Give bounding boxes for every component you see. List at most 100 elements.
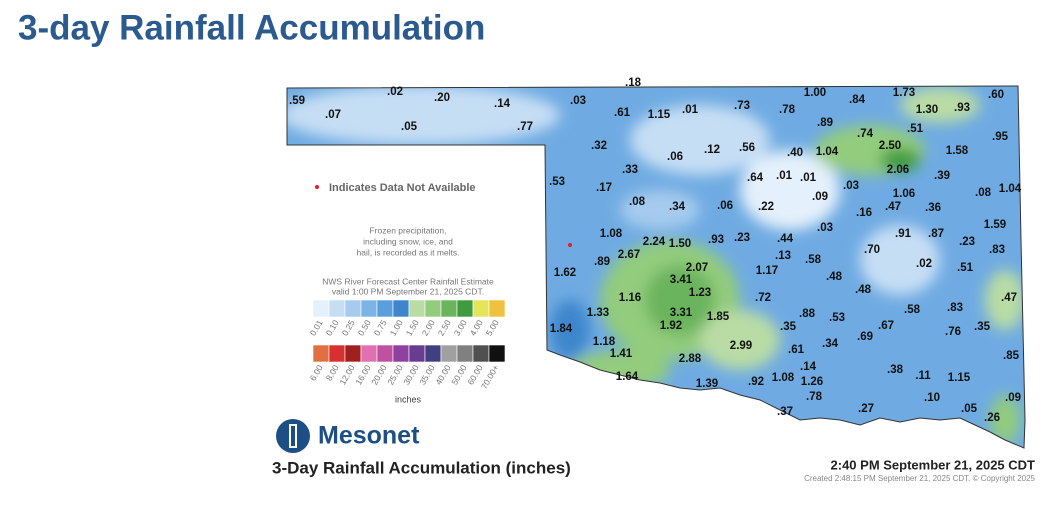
station-value: .36 xyxy=(925,202,941,214)
station-value: .77 xyxy=(517,121,533,133)
legend-label: 4.00 xyxy=(468,318,485,338)
station-value: .51 xyxy=(957,262,974,274)
station-value: .35 xyxy=(780,321,797,333)
station-value: .01 xyxy=(800,172,817,184)
station-value: .48 xyxy=(855,284,872,296)
station-value: 1.50 xyxy=(669,238,691,250)
legend-label: 1.00 xyxy=(388,318,405,338)
station-value: .93 xyxy=(954,102,970,114)
station-value: 1.08 xyxy=(600,228,623,240)
station-value: 2.88 xyxy=(679,353,702,365)
station-value: .08 xyxy=(975,187,992,199)
legend-swatch xyxy=(328,299,346,318)
station-value: .27 xyxy=(858,403,874,415)
station-value: .59 xyxy=(289,95,305,107)
station-value: 1.41 xyxy=(610,348,633,360)
legend-swatch xyxy=(408,299,426,318)
station-value: .18 xyxy=(625,77,642,89)
station-value: .11 xyxy=(915,370,931,382)
station-value: .47 xyxy=(1001,292,1017,304)
station-value: .07 xyxy=(325,109,341,121)
station-value: 1.04 xyxy=(816,146,839,158)
station-value: .64 xyxy=(747,172,764,184)
station-value: .09 xyxy=(812,191,828,203)
station-value: .20 xyxy=(434,92,450,104)
legend-swatch xyxy=(488,299,506,318)
estimate-line: valid 1:00 PM September 21, 2025 CDT. xyxy=(332,286,484,296)
legend-label: 0.75 xyxy=(372,318,389,338)
legend-swatch xyxy=(344,299,362,318)
legend-swatch xyxy=(312,344,330,363)
legend-label: 16.00 xyxy=(353,363,372,387)
station-value: 1.58 xyxy=(946,145,969,157)
station-value: .84 xyxy=(849,94,866,106)
frozen-line: Frozen precipitation, xyxy=(369,225,446,235)
legend-swatch xyxy=(376,344,394,363)
station-value: .78 xyxy=(779,104,796,116)
legend-label: 40.00 xyxy=(433,363,452,387)
station-value: .13 xyxy=(775,250,791,262)
brand: Mesonet xyxy=(318,422,420,450)
station-value: .26 xyxy=(984,412,1000,424)
station-value: .89 xyxy=(594,256,610,268)
frozen-note: Frozen precipitation,including snow, ice… xyxy=(357,225,460,257)
station-value: .67 xyxy=(878,320,894,332)
station-value: 2.07 xyxy=(686,262,708,274)
station-value: .48 xyxy=(826,271,843,283)
station-value: .78 xyxy=(806,391,823,403)
legend-scales: 0.01 0.10 0.25 0.50 0.75 1.00 1.50 2.00 2.50 3.00… xyxy=(308,299,506,391)
station-value: .47 xyxy=(885,201,901,213)
legend-label: 25.00 xyxy=(385,363,404,387)
station-value: .61 xyxy=(788,344,805,356)
station-value: .83 xyxy=(989,244,1005,256)
station-value: .95 xyxy=(992,131,1009,143)
legend-swatch xyxy=(472,344,490,363)
station-value: 1.39 xyxy=(696,378,718,390)
station-value: .85 xyxy=(1003,350,1020,362)
station-value: 1.84 xyxy=(550,323,573,335)
legend-label: 3.00 xyxy=(452,318,469,338)
legend-label: 0.50 xyxy=(356,318,373,338)
legend-label: 50.00 xyxy=(449,363,468,387)
station-value: .91 xyxy=(895,228,912,240)
station-value: .40 xyxy=(787,147,803,159)
not-available-note: Indicates Data Not Available xyxy=(329,182,476,194)
station-value: .08 xyxy=(629,196,646,208)
legend-swatch xyxy=(408,344,426,363)
station-value: .33 xyxy=(622,164,638,176)
estimate-note: NWS River Forecast Center Rainfall Estim… xyxy=(322,276,494,296)
station-value: .02 xyxy=(916,258,932,270)
station-value: .17 xyxy=(596,182,612,194)
station-value: 2.06 xyxy=(887,164,909,176)
legend-label: 12.00 xyxy=(337,363,356,387)
station-value: 2.99 xyxy=(730,340,752,352)
legend-swatch xyxy=(360,299,378,318)
frozen-line: including snow, ice, and xyxy=(363,236,453,246)
station-value: 1.00 xyxy=(804,87,826,99)
station-value: .44 xyxy=(777,233,794,245)
station-value: 1.92 xyxy=(660,320,682,332)
station-value: 3.41 xyxy=(670,274,693,286)
station-value: .01 xyxy=(776,170,793,182)
station-value: .05 xyxy=(961,403,978,415)
legend-label: 5.00 xyxy=(484,318,501,338)
station-value: .16 xyxy=(856,207,872,219)
station-value: 1.23 xyxy=(689,287,711,299)
legend-swatch xyxy=(472,299,490,318)
station-value: 1.06 xyxy=(893,188,915,200)
station-value: 1.26 xyxy=(801,376,823,388)
station-value: .87 xyxy=(928,228,944,240)
station-value: 1.62 xyxy=(554,267,576,279)
missing-dot xyxy=(315,185,319,189)
timestamp: 2:40 PM September 21, 2025 CDT xyxy=(831,457,1036,472)
station-value: .14 xyxy=(800,361,817,373)
legend-swatch xyxy=(392,299,410,318)
station-value: .53 xyxy=(549,176,565,188)
units-label: inches xyxy=(395,394,422,404)
station-value: .37 xyxy=(777,406,793,418)
station-value: .23 xyxy=(959,236,975,248)
station-value: .58 xyxy=(904,304,921,316)
station-value: 1.08 xyxy=(772,372,795,384)
station-value: .12 xyxy=(704,144,720,156)
station-value: .51 xyxy=(907,123,924,135)
